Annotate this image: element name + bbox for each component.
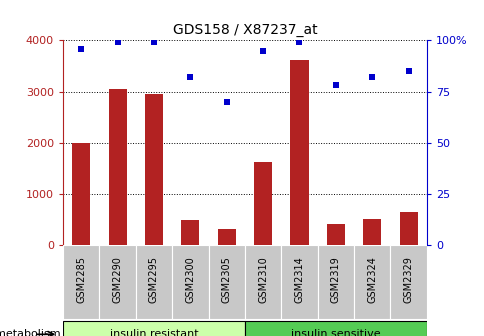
Bar	[399, 212, 417, 245]
Bar	[217, 229, 235, 245]
Bar	[136, 245, 172, 319]
Bar	[145, 94, 163, 245]
Bar	[353, 245, 390, 319]
Bar	[63, 245, 99, 319]
Text: GSM2314: GSM2314	[294, 256, 304, 303]
Text: insulin resistant: insulin resistant	[109, 329, 198, 336]
Bar	[326, 224, 344, 245]
Point	[331, 83, 339, 88]
Text: GSM2329: GSM2329	[403, 256, 413, 303]
Bar	[181, 220, 199, 245]
Point	[77, 46, 85, 51]
Bar	[99, 245, 136, 319]
Bar	[63, 321, 244, 336]
Bar	[72, 143, 90, 245]
Bar	[108, 89, 126, 245]
Bar	[244, 245, 281, 319]
Text: GSM2290: GSM2290	[112, 256, 122, 303]
Point	[186, 75, 194, 80]
Point	[295, 40, 302, 45]
Point	[367, 75, 375, 80]
Bar	[290, 60, 308, 245]
Bar	[317, 245, 353, 319]
Text: GSM2310: GSM2310	[257, 256, 268, 303]
Title: GDS158 / X87237_at: GDS158 / X87237_at	[172, 23, 317, 37]
Text: GSM2295: GSM2295	[149, 256, 159, 303]
Text: GSM2324: GSM2324	[366, 256, 377, 303]
Point	[113, 40, 121, 45]
Point	[258, 48, 266, 53]
Bar	[208, 245, 244, 319]
Point	[404, 69, 411, 74]
Bar	[281, 245, 317, 319]
Text: GSM2305: GSM2305	[221, 256, 231, 303]
Text: GSM2285: GSM2285	[76, 256, 86, 303]
Bar	[254, 162, 272, 245]
Text: GSM2319: GSM2319	[330, 256, 340, 303]
Bar	[390, 245, 426, 319]
Point	[222, 99, 230, 104]
Bar	[244, 321, 426, 336]
Bar	[172, 245, 208, 319]
Point	[150, 40, 157, 45]
Bar	[363, 219, 380, 245]
Text: GSM2300: GSM2300	[185, 256, 195, 303]
Text: insulin sensitive: insulin sensitive	[290, 329, 380, 336]
Text: metabolism: metabolism	[0, 329, 60, 336]
